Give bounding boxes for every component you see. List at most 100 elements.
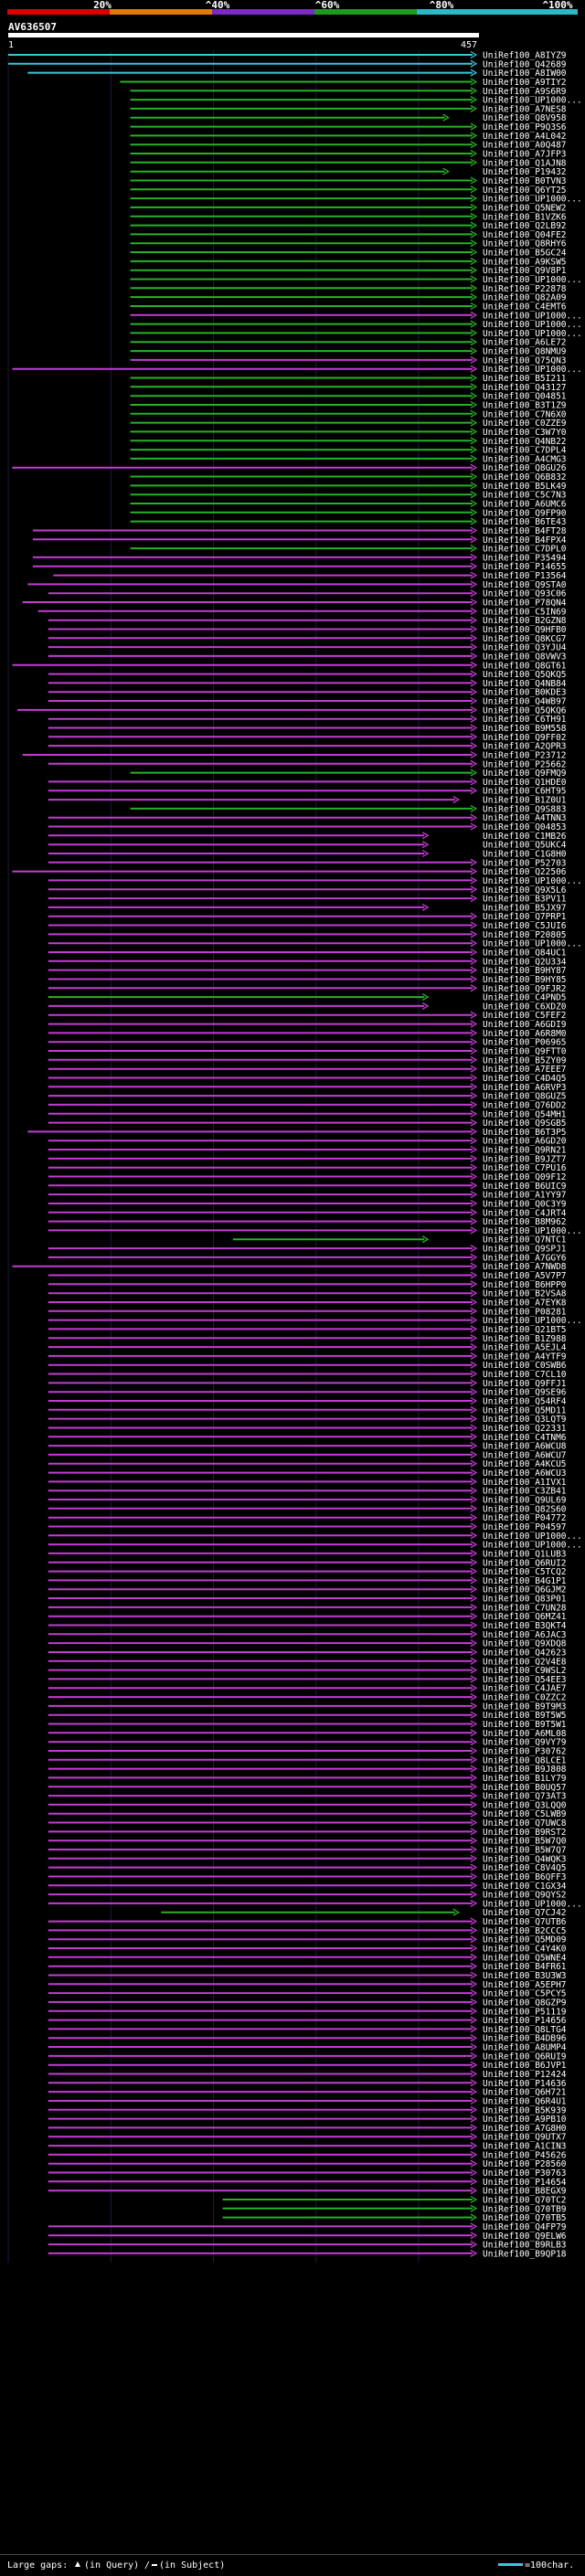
hit-label[interactable]: UniRef100_Q5MD09 [483, 1935, 567, 1945]
hit-label[interactable]: UniRef100_Q6YT25 [483, 186, 567, 196]
hit-label[interactable]: UniRef100_A6WCU8 [483, 1442, 567, 1452]
hit-label[interactable]: UniRef100_B6TE43 [483, 517, 567, 527]
hit-label[interactable]: UniRef100_B6UIC9 [483, 1182, 567, 1192]
hit-row[interactable]: UniRef100_B3QKT4 [48, 1621, 567, 1631]
hit-label[interactable]: UniRef100_B1Z0U1 [483, 796, 567, 806]
hit-label[interactable]: UniRef100_Q4FP79 [483, 2222, 567, 2232]
hit-row[interactable]: UniRef100_Q9XDQ8 [48, 1639, 567, 1649]
hit-row[interactable]: UniRef100_Q9HFB0 [48, 625, 567, 635]
hit-row[interactable]: UniRef100_Q9SGB5 [48, 1118, 567, 1129]
hit-row[interactable]: UniRef100_Q54EE3 [48, 1675, 567, 1685]
hit-label[interactable]: UniRef100_Q54MH1 [483, 1109, 567, 1119]
hit-label[interactable]: UniRef100_B9HY87 [483, 966, 567, 976]
hit-label[interactable]: UniRef100_UP1000... [483, 195, 582, 205]
hit-label[interactable]: UniRef100_A9TIY2 [483, 78, 567, 88]
hit-row[interactable]: UniRef100_B3U3W3 [48, 1971, 567, 1981]
hit-row[interactable]: UniRef100_B3T1Z9 [130, 401, 567, 411]
hit-label[interactable]: UniRef100_Q9FMQ9 [483, 769, 567, 779]
hit-label[interactable]: UniRef100_B6T3P5 [483, 1128, 567, 1138]
hit-row[interactable]: UniRef100_B9HY87 [48, 966, 567, 976]
hit-label[interactable]: UniRef100_A7G8H0 [483, 2124, 567, 2134]
hit-label[interactable]: UniRef100_P22878 [483, 284, 567, 294]
hit-row[interactable]: UniRef100_A6R8M0 [48, 1029, 567, 1039]
hit-label[interactable]: UniRef100_Q9FFJ1 [483, 1379, 567, 1389]
hit-label[interactable]: UniRef100_Q4NB22 [483, 437, 567, 447]
hit-row[interactable]: UniRef100_B2CCC5 [48, 1926, 567, 1936]
hit-row[interactable]: UniRef100_C4PND5 [48, 993, 567, 1003]
hit-label[interactable]: UniRef100_P51119 [483, 2007, 567, 2017]
hit-row[interactable]: UniRef100_Q7PRP1 [48, 912, 567, 922]
hit-label[interactable]: UniRef100_B5JX97 [483, 903, 567, 913]
hit-label[interactable]: UniRef100_Q6RUI9 [483, 2051, 567, 2062]
hit-label[interactable]: UniRef100_C0ZZE9 [483, 419, 567, 429]
hit-row[interactable]: UniRef100_Q7CJ42 [161, 1908, 567, 1918]
hit-row[interactable]: UniRef100_Q83P01 [48, 1595, 567, 1605]
hit-row[interactable]: UniRef100_Q70TB9 [222, 2204, 567, 2214]
hit-row[interactable]: UniRef100_Q22331 [48, 1424, 567, 1434]
hit-label[interactable]: UniRef100_Q2U334 [483, 957, 567, 967]
hit-label[interactable]: UniRef100_P04597 [483, 1522, 567, 1532]
hit-row[interactable]: UniRef100_A1YY97 [48, 1191, 567, 1201]
hit-row[interactable]: UniRef100_UP1000... [48, 1541, 582, 1551]
hit-label[interactable]: UniRef100_A7JFP3 [483, 150, 567, 160]
hit-row[interactable]: UniRef100_A8UMP4 [48, 2043, 567, 2053]
hit-label[interactable]: UniRef100_C7DPL0 [483, 545, 567, 555]
hit-row[interactable]: UniRef100_A0Q487 [130, 141, 567, 151]
hit-label[interactable]: UniRef100_Q7NTC1 [483, 1235, 567, 1246]
hit-row[interactable]: UniRef100_UP1000... [48, 1226, 582, 1236]
hit-row[interactable]: UniRef100_A9TIY2 [120, 78, 567, 88]
hit-row[interactable]: UniRef100_Q4NB22 [130, 437, 567, 447]
hit-label[interactable]: UniRef100_Q9UTX7 [483, 2133, 567, 2143]
hit-row[interactable]: UniRef100_A7NES8 [130, 104, 567, 114]
hit-row[interactable]: UniRef100_A6WCU7 [48, 1450, 567, 1460]
hit-row[interactable]: UniRef100_C3ZB41 [48, 1487, 567, 1497]
hit-row[interactable]: UniRef100_P14654 [48, 2178, 567, 2188]
hit-row[interactable]: UniRef100_C6XDZ0 [48, 1002, 567, 1012]
hit-label[interactable]: UniRef100_B0KDE3 [483, 688, 567, 698]
hit-label[interactable]: UniRef100_Q8GT61 [483, 661, 567, 671]
hit-label[interactable]: UniRef100_Q6R4U1 [483, 2097, 567, 2107]
hit-label[interactable]: UniRef100_P14655 [483, 562, 567, 572]
hit-row[interactable]: UniRef100_Q43127 [130, 383, 567, 393]
hit-label[interactable]: UniRef100_Q1HDE0 [483, 778, 567, 788]
hit-row[interactable]: UniRef100_C4JRT4 [48, 1208, 567, 1218]
hit-row[interactable]: UniRef100_A8IYZ9 [8, 51, 567, 61]
hit-label[interactable]: UniRef100_Q04851 [483, 392, 567, 402]
hit-label[interactable]: UniRef100_A1YY97 [483, 1191, 567, 1201]
hit-label[interactable]: UniRef100_Q93C06 [483, 589, 567, 599]
hit-row[interactable]: UniRef100_Q9UL69 [48, 1496, 567, 1506]
hit-row[interactable]: UniRef100_A4CMG3 [130, 454, 567, 464]
hit-row[interactable]: UniRef100_A5EJL4 [48, 1343, 567, 1353]
hit-label[interactable]: UniRef100_C6TH91 [483, 715, 567, 725]
hit-label[interactable]: UniRef100_Q21BT5 [483, 1325, 567, 1335]
hit-label[interactable]: UniRef100_Q04FE2 [483, 230, 567, 240]
hit-row[interactable]: UniRef100_Q9FF02 [48, 733, 567, 743]
hit-label[interactable]: UniRef100_Q8GUZ5 [483, 1092, 567, 1102]
hit-row[interactable]: UniRef100_UP1000... [130, 96, 582, 106]
hit-label[interactable]: UniRef100_B2VSA8 [483, 1289, 567, 1299]
hit-label[interactable]: UniRef100_P30762 [483, 1747, 567, 1757]
hit-label[interactable]: UniRef100_B8M962 [483, 1217, 567, 1227]
hit-label[interactable]: UniRef100_P28560 [483, 2159, 567, 2169]
hit-label[interactable]: UniRef100_B4FPX4 [483, 535, 567, 546]
hit-row[interactable]: UniRef100_Q5QKQ5 [48, 670, 567, 680]
hit-row[interactable]: UniRef100_A7GGY6 [48, 1253, 567, 1263]
hit-label[interactable]: UniRef100_Q9V8P1 [483, 266, 567, 276]
hit-row[interactable]: UniRef100_Q9RN21 [48, 1146, 567, 1156]
hit-label[interactable]: UniRef100_UP1000... [483, 329, 582, 339]
hit-row[interactable]: UniRef100_A9KSW5 [130, 257, 567, 267]
hit-row[interactable]: UniRef100_A9PB10 [48, 2115, 567, 2125]
hit-row[interactable]: UniRef100_C5TCQ2 [48, 1567, 567, 1577]
hit-label[interactable]: UniRef100_C5TCQ2 [483, 1567, 567, 1577]
hit-row[interactable]: UniRef100_B5W7Q7 [48, 1846, 567, 1856]
hit-row[interactable]: UniRef100_B5GC24 [130, 249, 567, 259]
hit-label[interactable]: UniRef100_UP1000... [483, 1316, 582, 1326]
hit-row[interactable]: UniRef100_Q70TB5 [222, 2213, 567, 2223]
hit-row[interactable]: UniRef100_B0TVN3 [130, 176, 567, 186]
hit-row[interactable]: UniRef100_B6TE43 [130, 517, 567, 527]
hit-label[interactable]: UniRef100_A9KSW5 [483, 257, 567, 267]
hit-row[interactable]: UniRef100_Q9V8P1 [130, 266, 567, 276]
hit-label[interactable]: UniRef100_B5GC24 [483, 249, 567, 259]
hit-label[interactable]: UniRef100_A6WCU3 [483, 1468, 567, 1479]
hit-row[interactable]: UniRef100_Q54MH1 [48, 1109, 567, 1119]
